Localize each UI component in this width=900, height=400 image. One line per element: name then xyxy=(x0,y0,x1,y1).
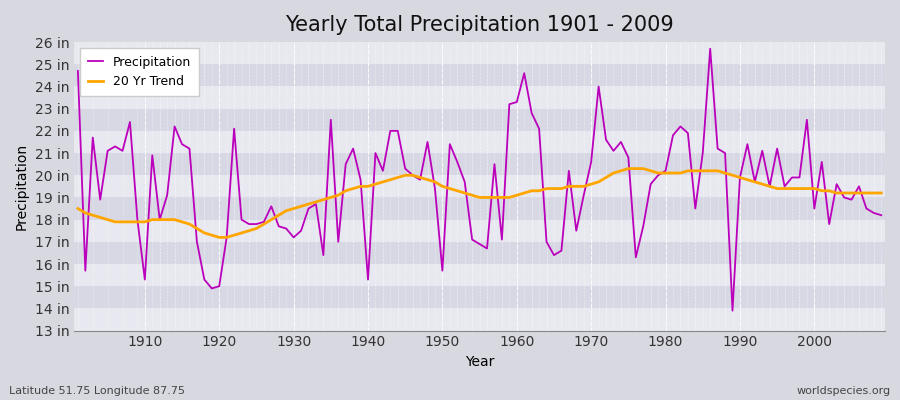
Precipitation xyxy=(511,100,522,104)
Bar xyxy=(74,242,885,264)
20 Yr Trend xyxy=(214,235,225,240)
Y-axis label: Precipitation: Precipitation xyxy=(15,143,29,230)
Precipitation xyxy=(600,137,611,142)
Text: Latitude 51.75 Longitude 87.75: Latitude 51.75 Longitude 87.75 xyxy=(9,386,185,396)
Precipitation xyxy=(876,213,886,218)
Bar xyxy=(74,198,885,220)
Bar xyxy=(74,109,885,131)
Bar xyxy=(74,153,885,175)
Bar xyxy=(74,286,885,308)
Bar xyxy=(74,42,885,64)
20 Yr Trend xyxy=(518,191,529,196)
20 Yr Trend xyxy=(347,186,358,191)
Bar xyxy=(74,175,885,198)
20 Yr Trend xyxy=(511,193,522,198)
20 Yr Trend xyxy=(303,202,314,206)
Precipitation xyxy=(504,102,515,107)
Precipitation xyxy=(296,228,307,233)
Bar xyxy=(74,131,885,153)
20 Yr Trend xyxy=(73,206,84,211)
Bar xyxy=(74,308,885,330)
Precipitation xyxy=(340,162,351,166)
Text: worldspecies.org: worldspecies.org xyxy=(796,386,891,396)
20 Yr Trend xyxy=(876,191,886,196)
X-axis label: Year: Year xyxy=(465,355,494,369)
20 Yr Trend xyxy=(623,166,634,171)
Title: Yearly Total Precipitation 1901 - 2009: Yearly Total Precipitation 1901 - 2009 xyxy=(285,15,674,35)
20 Yr Trend xyxy=(132,220,143,224)
Bar xyxy=(74,64,885,86)
Precipitation xyxy=(705,46,716,51)
Precipitation xyxy=(132,217,143,222)
Legend: Precipitation, 20 Yr Trend: Precipitation, 20 Yr Trend xyxy=(80,48,199,96)
Line: 20 Yr Trend: 20 Yr Trend xyxy=(78,168,881,237)
Bar xyxy=(74,220,885,242)
Line: Precipitation: Precipitation xyxy=(78,49,881,311)
Precipitation xyxy=(727,308,738,313)
Bar xyxy=(74,264,885,286)
Bar xyxy=(74,86,885,109)
Precipitation xyxy=(73,68,84,73)
20 Yr Trend xyxy=(608,171,619,176)
